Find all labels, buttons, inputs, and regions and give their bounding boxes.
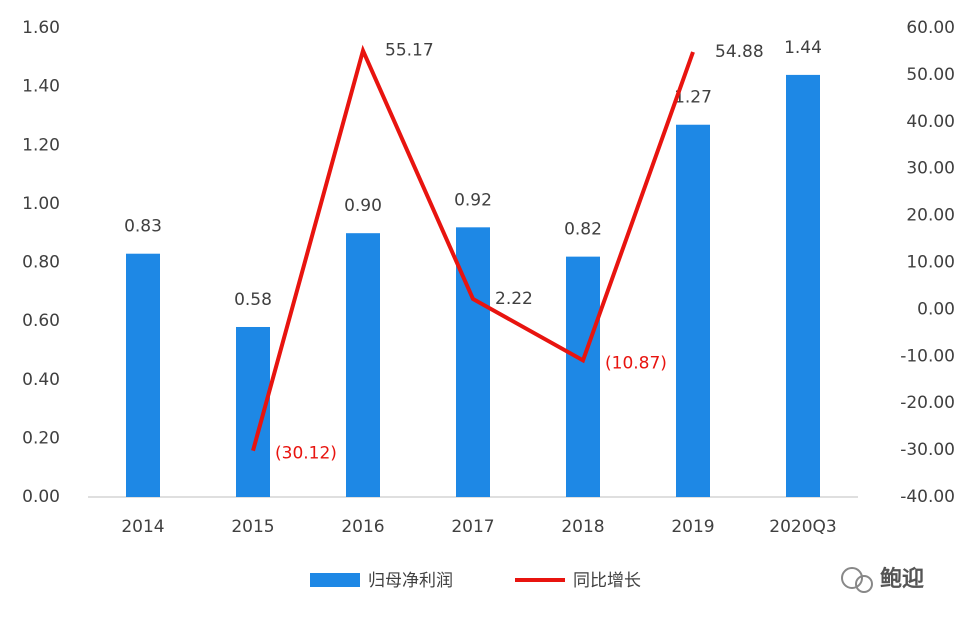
x-tick-label: 2018 bbox=[561, 517, 604, 537]
y2-tick-label: -30.00 bbox=[900, 440, 955, 460]
line bbox=[251, 44, 695, 452]
x-tick-label: 2019 bbox=[671, 517, 714, 537]
y2-tick-label: 40.00 bbox=[906, 112, 955, 132]
y2-tick-label: 30.00 bbox=[906, 159, 955, 179]
y-tick-label: 0.60 bbox=[22, 311, 60, 331]
bar bbox=[566, 256, 600, 497]
bar bbox=[346, 233, 380, 497]
data-label: 54.88 bbox=[715, 42, 764, 62]
legend-label: 同比增长 bbox=[573, 571, 641, 591]
y2-tick-label: 60.00 bbox=[906, 18, 955, 38]
data-label: 1.44 bbox=[784, 38, 822, 58]
y2-tick-label: 20.00 bbox=[906, 206, 955, 226]
data-label: (30.12) bbox=[275, 444, 337, 464]
legend-label: 归母净利润 bbox=[368, 571, 453, 591]
watermark-icon bbox=[841, 567, 873, 593]
y-tick-label: 0.40 bbox=[22, 370, 60, 390]
data-label: 2.22 bbox=[495, 289, 533, 309]
bar bbox=[786, 74, 820, 498]
data-label: 55.17 bbox=[385, 41, 434, 61]
y2-tick-label: 50.00 bbox=[906, 65, 955, 85]
bar bbox=[676, 124, 710, 497]
x-tick-label: 2016 bbox=[341, 517, 384, 537]
data-label: 0.82 bbox=[564, 220, 602, 240]
x-tick-label: 2020Q3 bbox=[769, 517, 836, 537]
y2-tick-label: 10.00 bbox=[906, 253, 955, 273]
data-label: 0.90 bbox=[344, 196, 382, 216]
bar bbox=[126, 253, 160, 497]
data-label: 1.27 bbox=[674, 88, 712, 108]
y2-tick-label: -40.00 bbox=[900, 487, 955, 507]
y-tick-label: 1.60 bbox=[22, 18, 60, 38]
y-tick-label: 0.20 bbox=[22, 428, 60, 448]
data-label: 0.58 bbox=[234, 290, 272, 310]
data-label: 0.83 bbox=[124, 217, 162, 237]
y-tick-label: 1.20 bbox=[22, 135, 60, 155]
y2-tick-label: -20.00 bbox=[900, 393, 955, 413]
x-tick-label: 2014 bbox=[121, 517, 164, 537]
legend-swatch bbox=[310, 573, 360, 587]
y2-tick-label: 0.00 bbox=[917, 299, 955, 319]
x-tick-label: 2017 bbox=[451, 517, 494, 537]
y2-tick-label: -10.00 bbox=[900, 346, 955, 366]
watermark: 鲍迎 bbox=[880, 566, 924, 592]
y-tick-label: 1.40 bbox=[22, 77, 60, 97]
data-label: 0.92 bbox=[454, 190, 492, 210]
data-label: (10.87) bbox=[605, 353, 667, 373]
y-tick-label: 0.00 bbox=[22, 487, 60, 507]
y-tick-label: 0.80 bbox=[22, 253, 60, 273]
y-tick-label: 1.00 bbox=[22, 194, 60, 214]
x-tick-label: 2015 bbox=[231, 517, 274, 537]
